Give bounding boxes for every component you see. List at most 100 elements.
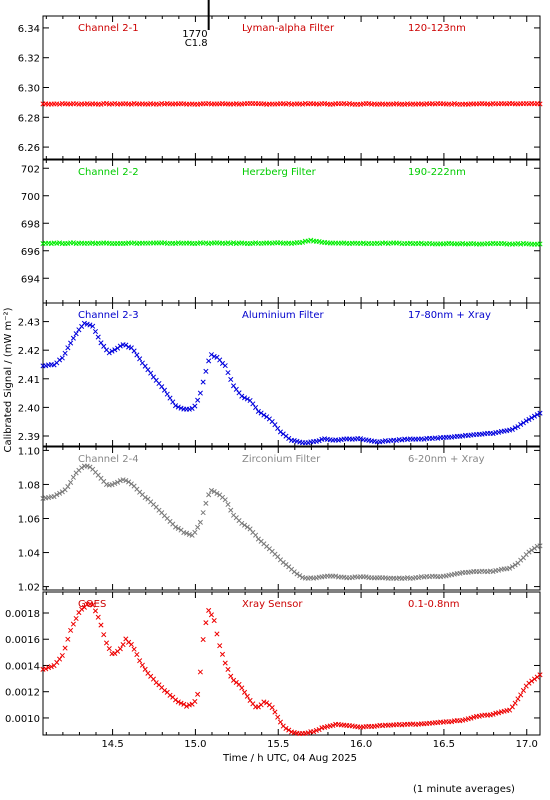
data-point (225, 370, 231, 376)
y-tick-label: 1.02 (18, 583, 40, 594)
data-point (175, 525, 181, 531)
data-point (92, 328, 99, 335)
data-point (222, 497, 228, 503)
data-point (286, 727, 292, 733)
y-tick-label: 694 (21, 274, 40, 285)
data-point (399, 437, 405, 443)
data-point (73, 615, 79, 622)
data-point (62, 350, 68, 356)
data-point (537, 410, 543, 416)
x-tick-label: 15.0 (184, 739, 206, 750)
data-point (208, 352, 214, 358)
x-tick-label: 15.5 (267, 739, 289, 750)
data-point (197, 519, 203, 525)
data-point (73, 331, 79, 337)
data-point (222, 363, 228, 369)
data-point (101, 632, 107, 638)
data-point (230, 383, 237, 389)
data-point (192, 698, 198, 705)
y-tick-label: 1.06 (18, 515, 40, 526)
data-point (117, 478, 123, 484)
data-point (197, 390, 203, 396)
data-point (255, 408, 261, 414)
data-point (490, 431, 496, 437)
data-point (131, 646, 137, 652)
y-tick-label: 702 (21, 164, 40, 175)
y-tick-label: 6.28 (18, 113, 40, 124)
data-point (208, 487, 214, 493)
data-point (150, 676, 156, 682)
data-point (206, 492, 212, 498)
data-point (275, 425, 281, 431)
data-point (313, 727, 319, 734)
panel-label: Xray Sensor (242, 599, 303, 610)
data-point (537, 543, 543, 549)
data-point (490, 569, 496, 575)
data-point (70, 335, 76, 341)
data-point (184, 530, 190, 536)
data-point (195, 524, 201, 530)
panel-channel-2-3: 2.39 2.40 2.41 2.42 2.43 Channel 2-3 Aluminium… (18, 302, 543, 447)
flare-time: 1770 (182, 29, 207, 40)
data-point (233, 679, 239, 686)
data-point (167, 692, 173, 698)
y-tick-label: 0.0010 (5, 714, 40, 725)
data-point (164, 391, 170, 397)
data-point (305, 730, 311, 736)
data-point (142, 363, 148, 369)
data-point (126, 479, 132, 485)
footer-note: (1 minute averages) (413, 784, 515, 795)
data-point (523, 418, 529, 424)
data-point (244, 693, 250, 699)
data-point (186, 531, 192, 538)
data-point (239, 393, 245, 399)
x-tick-label: 16.5 (433, 739, 455, 750)
panel-label: 17-80nm + Xray (408, 310, 491, 321)
data-point (244, 396, 250, 402)
data-point (175, 404, 181, 410)
panel-goes: 0.0010 0.0012 0.0014 0.0016 0.0018 14.5 15.0 15… (5, 591, 543, 750)
data-point (195, 691, 201, 697)
data-point (250, 401, 256, 407)
data-point (214, 490, 220, 496)
data-point (200, 636, 206, 643)
y-tick-label: 0.0014 (5, 661, 40, 672)
panel-label: Channel 2-4 (78, 454, 139, 465)
data-point (299, 239, 306, 245)
data-point (468, 715, 474, 721)
data-point (70, 474, 76, 480)
data-point (106, 646, 112, 652)
panel-label: Channel 2-1 (78, 23, 139, 34)
data-point (214, 631, 220, 637)
data-point (48, 664, 54, 670)
data-point (167, 395, 173, 401)
data-point (518, 692, 524, 698)
data-point (203, 620, 209, 626)
data-point (330, 722, 336, 729)
data-point (247, 526, 253, 532)
x-tick-label: 16.0 (350, 739, 372, 750)
y-tick-label: 2.40 (18, 403, 40, 414)
data-point (79, 465, 85, 471)
data-point (283, 725, 289, 731)
data-point (233, 386, 239, 392)
data-point (90, 602, 96, 608)
y-tick-label: 6.34 (18, 24, 40, 35)
panel-channel-2-4: 1.02 1.04 1.06 1.08 1.10 Channel 2-4 Zirconium… (18, 446, 543, 594)
data-point (90, 323, 96, 329)
data-point (134, 651, 140, 658)
data-point (200, 510, 206, 516)
data-point (57, 490, 63, 496)
data-point (70, 621, 76, 627)
data-point (520, 420, 526, 426)
data-point (98, 340, 104, 346)
data-point (139, 662, 145, 668)
data-point (123, 342, 129, 348)
y-tick-label: 2.41 (18, 375, 40, 386)
data-point (228, 507, 234, 513)
data-point (62, 645, 68, 651)
data-point (137, 356, 143, 362)
y-tick-label: 2.39 (18, 432, 40, 443)
data-point (537, 672, 543, 678)
data-point (142, 666, 148, 672)
